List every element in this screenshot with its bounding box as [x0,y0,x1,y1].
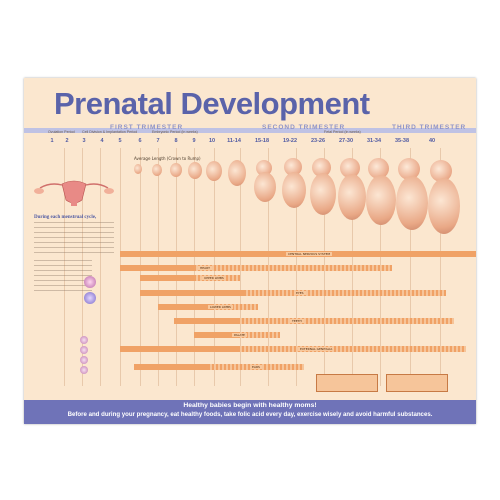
fertilized-egg-icon [84,292,96,304]
menstrual-cycle-intro: During each menstrual cycle, [34,214,122,257]
fetus-illustration [310,173,336,215]
development-bar [240,346,466,352]
cell-division-period-label: Cell Division & Implantation Period [82,130,138,134]
week-label: 40 [428,138,436,144]
fetus-head-illustration [284,158,302,176]
embryonic-period-label: Embryonic Period (in weeks) [152,130,198,134]
cell-division-icon [80,336,88,344]
uterus-illustration [34,180,114,206]
message-band [24,400,476,424]
bar-label: EARS [250,365,262,369]
embryo-illustration [188,162,202,179]
week-label: 3 [82,138,86,144]
fetus-illustration [338,174,366,220]
column-divider [100,148,101,386]
development-bar [140,275,196,281]
development-bar [196,265,392,271]
cell-division-icon [80,356,88,364]
development-bar [174,318,240,324]
development-bar [240,332,280,338]
development-bar [140,290,246,296]
week-label: 5 [118,138,122,144]
health-advice: Before and during your pregnancy, eat he… [67,411,433,418]
embryo-illustration [170,163,182,177]
bar-label: LOWER LIMBS [208,305,233,309]
cell-division-icon [80,346,88,354]
fetus-head-illustration [368,158,389,179]
week-label: 15-18 [254,138,270,144]
fetus-illustration [282,172,306,208]
fetus-illustration [254,172,276,202]
legend-box [316,374,378,392]
bar-label: HEART [198,266,212,270]
column-divider [64,148,65,386]
week-label: 35-38 [394,138,410,144]
week-label: 23-26 [310,138,326,144]
week-label: 4 [100,138,104,144]
fetus-illustration [228,160,246,186]
bar-label: EXTERNAL GENITALIA [298,347,335,351]
poster-title: Prenatal Development [54,86,370,121]
embryo-illustration [206,161,222,181]
week-label: 10 [208,138,216,144]
week-label: 9 [192,138,196,144]
development-bar [194,332,240,338]
development-bar [246,290,446,296]
week-label: 31-34 [366,138,382,144]
development-bar [158,304,214,310]
fetus-head-illustration [398,158,420,180]
week-label: 1 [50,138,54,144]
development-bar [120,265,196,271]
development-bar [134,364,210,370]
third-trimester-label: THIRD TRIMESTER [392,124,467,131]
week-label: 2 [65,138,69,144]
week-label: 11-14 [227,138,241,144]
week-label: 27-30 [338,138,354,144]
fetus-head-illustration [430,160,452,182]
sidebar-text-block [34,260,122,294]
fetus-illustration [366,175,396,225]
column-divider [82,148,83,386]
week-label: 19-22 [282,138,298,144]
embryo-illustration [134,164,142,174]
sidebar-text-placeholder [34,222,114,257]
week-label: 7 [156,138,160,144]
week-label: 6 [138,138,142,144]
week-label: 8 [174,138,178,144]
tagline: Healthy babies begin with healthy moms! [183,402,317,409]
bar-label: PALATE [232,333,247,337]
development-bar [240,318,454,324]
column-divider [440,148,441,386]
development-bar [214,304,258,310]
cell-division-icon [80,366,88,374]
bar-label: UPPER LIMBS [202,276,226,280]
ovulation-period-label: Ovulation Period [48,130,75,134]
first-trimester-label: FIRST TRIMESTER [110,124,184,131]
second-trimester-label: SECOND TRIMESTER [262,124,346,131]
development-bar [120,346,240,352]
legend-box [386,374,448,392]
bar-label: CENTRAL NERVOUS SYSTEM [286,252,333,256]
fetus-head-illustration [340,158,360,178]
fetus-head-illustration [312,158,331,177]
average-length-label: Average Length (Crown to Rump) [134,156,201,161]
bar-label: TEETH [290,319,304,323]
bar-label: EYES [294,291,306,295]
embryo-illustration [152,164,162,176]
fetal-period-label: Fetal Period (in weeks) [324,130,361,134]
fetus-illustration [428,178,460,234]
trimester-band [24,128,476,133]
fetus-illustration [396,176,428,230]
poster: Prenatal Development FIRST TRIMESTER SEC… [24,78,476,424]
column-divider [410,148,411,386]
egg-cell-icon [84,276,96,288]
